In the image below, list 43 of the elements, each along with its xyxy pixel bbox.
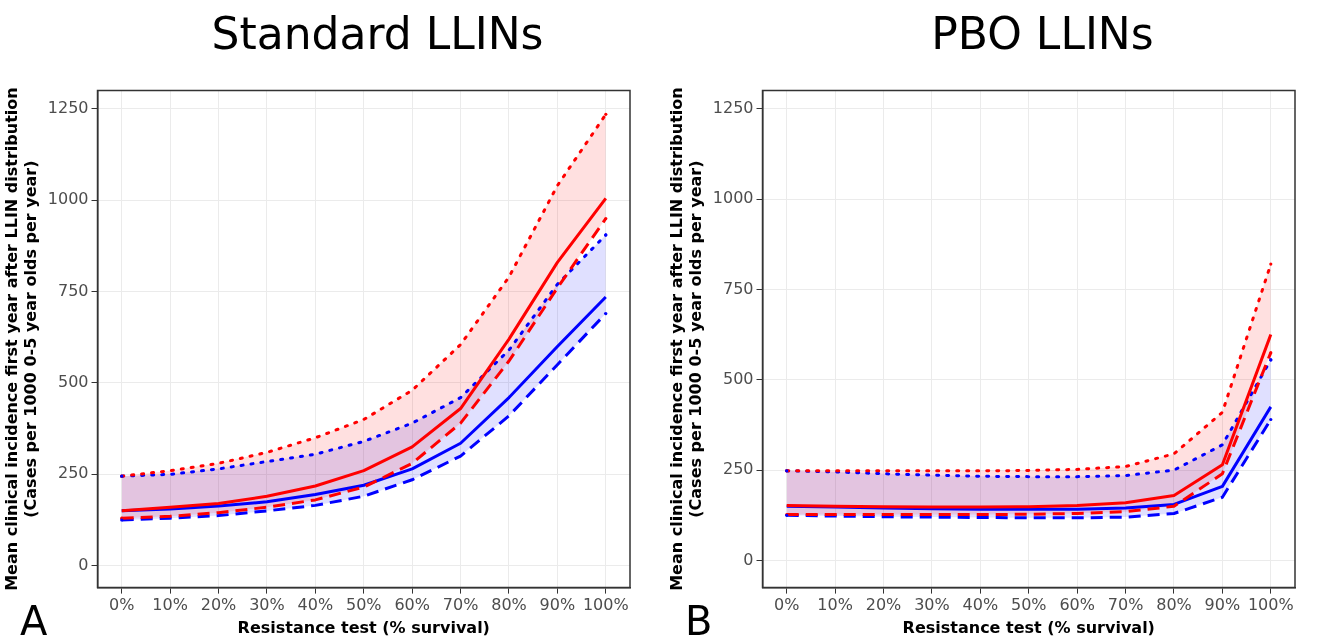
- x-tick-label: 60%: [1059, 595, 1095, 615]
- x-tick-label: 70%: [442, 595, 479, 615]
- x-tick-label: 10%: [152, 595, 188, 615]
- y-tick-label: 250: [57, 463, 89, 483]
- y-axis-title: Mean clinical incidence first year after LLIN distribution (Cases per 1000 0-5 year olds per year): [2, 87, 40, 591]
- x-axis-title: Resistance test (% survival): [902, 617, 1155, 637]
- text: B: [685, 598, 713, 638]
- x-tick-label: 90%: [539, 595, 576, 615]
- x-tick-label: 0%: [109, 595, 135, 615]
- x-tick-label: 90%: [1204, 595, 1241, 615]
- x-tick-label: 20%: [865, 595, 902, 615]
- y-axis-title: Mean clinical incidence first year after LLIN distribution (Cases per 1000 0-5 year olds per year): [667, 87, 705, 591]
- x-tick-label: 10%: [817, 595, 853, 615]
- line-series: [120, 233, 608, 478]
- y-tick-label: 0: [743, 549, 754, 569]
- y-tick-label: 1000: [712, 188, 754, 208]
- x-tick-label: 40%: [962, 595, 999, 615]
- x-tick-label: 100%: [582, 595, 629, 615]
- y-tick-label: 1000: [47, 189, 89, 209]
- x-tick-label: 0%: [774, 595, 800, 615]
- y-tick-label: 750: [57, 280, 89, 300]
- x-tick-label: 30%: [249, 595, 285, 615]
- x-tick-label: 80%: [1156, 595, 1192, 615]
- x-tick-label: 20%: [200, 595, 237, 615]
- y-tick-label: 250: [722, 459, 754, 479]
- text: A: [20, 598, 48, 638]
- x-axis-title: Resistance test (% survival): [237, 617, 490, 637]
- y-tick-label: 1250: [712, 97, 754, 117]
- x-tick-label: 70%: [1107, 595, 1144, 615]
- x-tick-label: 50%: [345, 595, 382, 615]
- x-tick-label: 40%: [297, 595, 334, 615]
- y-tick-label: 0: [78, 554, 89, 574]
- x-tick-label: 30%: [914, 595, 950, 615]
- x-tick-label: 50%: [1010, 595, 1047, 615]
- chart-title: PBO LLINs: [930, 8, 1155, 59]
- y-tick-label: 500: [722, 368, 754, 388]
- x-tick-label: 60%: [394, 595, 430, 615]
- x-tick-label: 100%: [1247, 595, 1294, 615]
- chart-title: Standard LLINs: [210, 8, 545, 59]
- y-tick-label: 500: [57, 372, 89, 392]
- x-tick-label: 80%: [491, 595, 527, 615]
- y-tick-label: 750: [722, 278, 754, 298]
- y-tick-label: 1250: [47, 98, 89, 118]
